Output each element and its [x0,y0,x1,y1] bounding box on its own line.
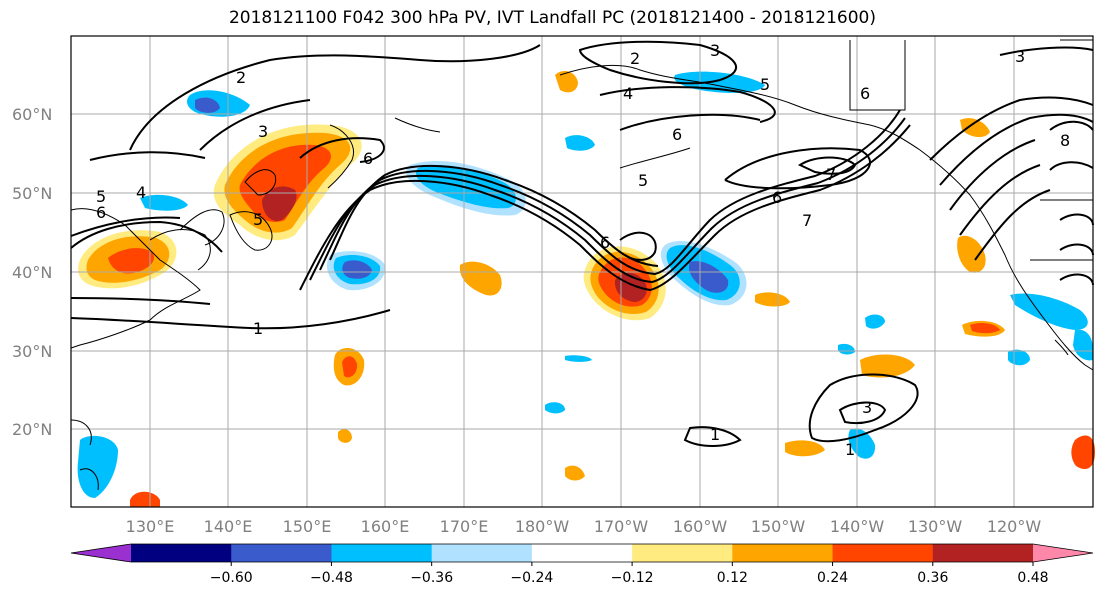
contour-label: 5 [638,171,648,190]
lon-label: 160°E [361,517,410,536]
contour-label: 8 [1060,131,1070,150]
lat-label: 20°N [12,420,52,439]
lat-label: 60°N [12,105,52,124]
lon-axis: 130°E 140°E 150°E 160°E 170°E 180°W 170°… [126,517,1042,536]
contour-label: 6 [600,233,610,252]
colorbar-segment [832,544,934,562]
contour-label: 1 [253,319,263,338]
lat-label: 30°N [12,342,52,361]
colorbar-segment [131,544,232,562]
map-title: 2018121100 F042 300 hPa PV, IVT Landfall… [228,8,876,28]
lon-label: 170°E [440,517,489,536]
colorbar-tick-label: 0.48 [1017,570,1048,586]
contour-label: 6 [672,125,682,144]
contour-label: 3 [258,122,268,141]
colorbar: −0.60 −0.48 −0.36 −0.24 −0.12 0.12 0.24 0.36 0.4… [70,543,1094,586]
contour-label: 1 [710,425,720,444]
colorbar-segment [531,544,633,562]
contour-label: 6 [96,203,106,222]
contour-label: 6 [772,188,782,207]
contour-label: 7 [802,211,812,230]
colorbar-segment [431,544,533,562]
contour-label: 6 [860,84,870,103]
colorbar-tick-label: 0.24 [817,570,848,586]
lon-label: 150°E [283,517,332,536]
lat-label: 40°N [12,263,52,282]
colorbar-tick-label: −0.12 [611,570,654,586]
contour-label: 4 [136,183,146,202]
lon-label: 170°W [594,517,649,536]
contour-label: 3 [862,398,872,417]
colorbar-outline [70,543,1094,563]
colorbar-extend-low [71,544,131,562]
contour-label: 2 [236,68,246,87]
lon-label: 120°W [987,517,1042,536]
coastlines [70,39,1094,491]
map-frame [70,35,1094,508]
contour-label: 5 [96,187,106,206]
contour-label: 5 [253,210,263,229]
lon-label: 140°E [204,517,253,536]
colorbar-tick-label: 0.12 [717,570,748,586]
gridlines [71,36,1093,507]
colorbar-segment [932,544,1034,562]
colorbar-tick-label: −0.60 [210,570,253,586]
colorbar-tick-label: −0.48 [310,570,353,586]
contour-label: 3 [710,41,720,60]
pv-contours [70,40,1094,447]
colorbar-segment [331,544,433,562]
colorbar-segment [732,544,834,562]
colorbar-extend-high [1033,544,1093,562]
contour-label: 7 [826,165,836,184]
colorbar-segment [231,544,332,562]
lon-label: 130°W [908,517,963,536]
colorbar-tick-label: −0.24 [510,570,553,586]
colorbar-tick-label: 0.36 [917,570,948,586]
colorbar-tick-label: −0.36 [410,570,453,586]
contour-label: 2 [630,49,640,68]
colorbar-segment [632,544,733,562]
lon-label: 150°W [751,517,806,536]
lat-axis: 60°N 50°N 40°N 30°N 20°N [12,105,52,439]
lon-label: 180°W [515,517,570,536]
lon-label: 130°E [126,517,175,536]
contour-label: 6 [363,149,373,168]
lat-label: 50°N [12,184,52,203]
contour-label: 1 [845,440,855,459]
colorbar-segments [70,543,1094,563]
lon-label: 140°W [830,517,885,536]
contour-label: 4 [623,84,633,103]
map-panel: 1 1 1 2 2 3 3 3 3 4 4 5 5 5 5 6 6 6 6 6 … [70,35,1095,508]
contour-label: 3 [1015,47,1025,66]
contour-labels: 1 1 1 2 2 3 3 3 3 4 4 5 5 5 5 6 6 6 6 6 … [96,41,1070,459]
colorbar-ticks: −0.60 −0.48 −0.36 −0.24 −0.12 0.12 0.24 0.36 0.4… [210,562,1049,586]
lon-label: 160°W [673,517,728,536]
contour-label: 5 [760,75,770,94]
